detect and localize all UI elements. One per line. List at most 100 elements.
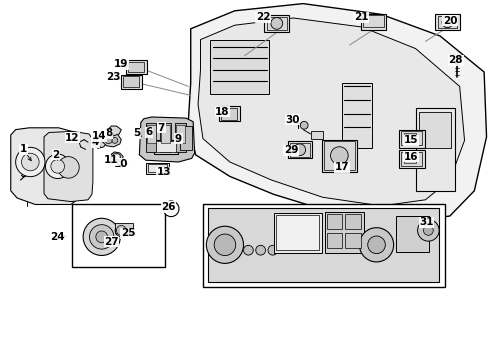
Text: 6: 6 [145,127,152,138]
Bar [180,126,192,150]
Bar [310,131,322,139]
Circle shape [423,225,432,235]
Text: 12: 12 [65,132,80,143]
Bar [126,60,146,74]
Text: 20: 20 [442,16,456,26]
Polygon shape [11,128,82,204]
Bar [403,133,415,142]
Text: 22: 22 [255,12,270,22]
Text: 16: 16 [403,152,417,162]
Circle shape [367,236,385,253]
Text: 13: 13 [156,167,171,177]
Circle shape [51,159,64,173]
Bar [398,150,425,168]
Polygon shape [188,4,486,223]
Circle shape [104,136,112,144]
Bar [276,215,319,250]
Text: 14: 14 [91,131,106,141]
Bar [219,106,239,121]
Bar [145,163,169,174]
Bar [395,216,428,252]
Circle shape [96,231,107,243]
Circle shape [359,228,393,262]
Bar [325,212,364,253]
Bar [203,204,444,287]
Bar [154,140,177,154]
Bar [345,233,360,248]
Ellipse shape [115,224,127,237]
Bar [147,164,167,172]
Bar [326,233,342,248]
Polygon shape [102,132,121,147]
Text: 27: 27 [104,237,119,247]
Bar [156,141,175,152]
Bar [207,208,438,282]
Polygon shape [110,152,123,163]
Bar [400,131,422,145]
Circle shape [58,157,79,178]
Bar [115,223,133,233]
Text: 29: 29 [283,145,298,156]
Text: 26: 26 [161,202,176,212]
Text: 1: 1 [20,144,27,154]
Bar [342,83,371,148]
Circle shape [270,18,282,29]
Bar [453,56,459,61]
Text: 17: 17 [334,162,349,172]
Bar [123,76,139,87]
Circle shape [255,245,265,255]
Polygon shape [44,131,93,202]
Circle shape [441,17,452,28]
Circle shape [167,205,175,213]
Text: 7: 7 [157,123,165,133]
Bar [403,154,415,163]
Text: 15: 15 [403,135,417,145]
Bar [121,75,142,89]
Circle shape [330,147,347,164]
Bar [415,108,454,191]
Circle shape [16,147,45,177]
Text: 30: 30 [285,114,299,125]
Text: 11: 11 [104,155,119,165]
Text: 21: 21 [353,12,367,22]
Bar [400,152,422,166]
Circle shape [116,225,126,235]
Circle shape [112,153,121,162]
Bar [321,140,356,172]
Bar [434,14,459,30]
Polygon shape [106,126,121,136]
Circle shape [417,220,438,241]
Text: 8: 8 [105,128,112,138]
Text: 4: 4 [91,137,99,147]
Bar [360,14,386,30]
Circle shape [243,245,253,255]
Bar [128,62,144,72]
Bar [146,125,155,143]
Bar [437,16,456,28]
Bar [324,141,354,170]
Bar [289,143,309,157]
PathPatch shape [198,18,464,206]
Text: 9: 9 [175,134,182,144]
Text: 18: 18 [215,107,229,117]
Bar [287,141,311,158]
Bar [210,40,268,94]
Bar [145,123,156,152]
Bar [176,125,184,143]
Bar [266,17,286,30]
Text: 19: 19 [114,59,128,69]
Text: 24: 24 [50,232,65,242]
Bar [161,125,170,143]
Text: 10: 10 [114,159,128,169]
Text: 2: 2 [53,150,60,160]
Circle shape [214,234,235,256]
Text: 5: 5 [133,128,140,138]
Bar [418,112,450,148]
Circle shape [45,154,70,179]
Circle shape [206,226,243,264]
Circle shape [267,245,277,255]
Bar [345,214,360,229]
Polygon shape [139,117,194,162]
Circle shape [21,153,39,171]
Text: 23: 23 [106,72,121,82]
